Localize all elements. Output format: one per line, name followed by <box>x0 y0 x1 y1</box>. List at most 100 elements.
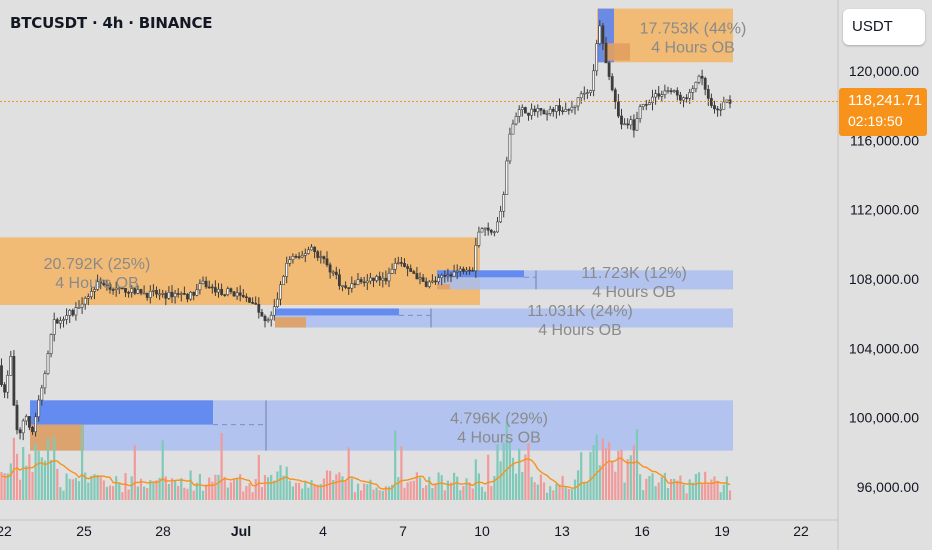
candle-body <box>232 291 236 297</box>
candle-body <box>251 302 255 304</box>
volume-bar <box>267 477 270 500</box>
volume-bar <box>499 461 502 500</box>
y-tick-label: 120,000.00 <box>849 63 919 79</box>
order-block-label: 20.792K (25%) <box>44 256 151 273</box>
candle-body <box>660 94 664 97</box>
volume-bar <box>701 484 704 500</box>
order-block-volume-bar <box>30 400 213 425</box>
candle-body <box>558 105 561 112</box>
candle-body <box>279 284 282 300</box>
candle-body <box>260 312 264 317</box>
volume-bar <box>558 484 561 500</box>
volume-bar <box>87 482 90 500</box>
candle-body <box>183 293 186 295</box>
volume-bar <box>285 466 288 500</box>
volume-bar <box>102 480 105 500</box>
volume-bar <box>208 477 211 500</box>
candle-body <box>505 160 509 195</box>
candle-body <box>654 93 658 98</box>
volume-bar <box>127 489 130 500</box>
x-tick-label: 25 <box>76 523 92 539</box>
candle-body <box>288 259 292 264</box>
candle-body <box>601 25 605 44</box>
candle-body <box>136 289 140 294</box>
volume-bar <box>273 480 276 500</box>
candle-body <box>173 293 177 298</box>
volume-bar <box>598 465 601 500</box>
candle-body <box>647 102 651 105</box>
candle-body <box>127 292 131 294</box>
volume-bar <box>642 490 645 500</box>
volume-bar <box>136 486 139 500</box>
candle-body <box>421 277 425 282</box>
volume-bar <box>707 484 710 500</box>
candle-body <box>424 281 428 287</box>
x-tick-label: Jul <box>231 523 251 539</box>
volume-bar <box>710 479 713 500</box>
candle-body <box>93 289 96 292</box>
volume-bar <box>338 472 341 500</box>
candle-body <box>27 416 31 428</box>
volume-bar <box>676 480 679 500</box>
candle-body <box>669 90 673 92</box>
volume-bar <box>673 478 676 500</box>
candle-body <box>86 296 90 299</box>
candle-body <box>139 289 143 294</box>
candle-body <box>551 108 555 112</box>
candle-body <box>167 291 171 299</box>
volume-bar <box>0 471 3 500</box>
candle-body <box>722 101 726 110</box>
volume-bar <box>34 443 37 500</box>
volume-bar <box>573 479 577 500</box>
candle-body <box>455 270 459 273</box>
volume-bar <box>360 490 363 500</box>
volume-bar <box>496 444 499 500</box>
volume-bar <box>260 487 263 500</box>
volume-bar <box>443 490 446 500</box>
volume-bar <box>46 438 50 500</box>
candle-body <box>325 258 329 266</box>
volume-bar <box>564 487 567 500</box>
candle-body <box>461 268 465 272</box>
volume-bar <box>350 478 353 500</box>
candle-body <box>592 70 596 91</box>
volume-bar <box>570 489 573 500</box>
candle-body <box>226 288 230 296</box>
candle-body <box>719 108 723 111</box>
candle-body <box>635 118 639 131</box>
candle-body <box>0 365 3 385</box>
volume-bar <box>288 480 291 500</box>
candle-body <box>651 96 654 104</box>
volume-bar <box>59 487 62 500</box>
candle-body <box>393 263 397 270</box>
candle-body <box>117 287 121 290</box>
volume-bar <box>236 478 239 500</box>
volume-bar <box>344 480 347 500</box>
candle-body <box>725 99 729 103</box>
volume-bar <box>329 470 332 500</box>
volume-bar <box>279 465 282 500</box>
volume-bar <box>502 442 505 500</box>
candle-body <box>499 210 503 223</box>
candle-body <box>474 245 478 272</box>
volume-bar <box>493 476 496 500</box>
candle-body <box>685 97 689 100</box>
candle-body <box>682 97 685 101</box>
candles <box>0 20 732 441</box>
volume-bar <box>68 478 71 500</box>
order-block-volume-bar <box>604 43 630 61</box>
volume-bar <box>298 482 301 500</box>
symbol-currency-button[interactable]: USDT <box>843 9 925 45</box>
volume-bar <box>53 436 56 500</box>
candle-body <box>297 256 301 258</box>
candle-body <box>570 107 574 111</box>
candle-body <box>437 277 441 283</box>
candle-body <box>31 427 34 433</box>
candle-body <box>399 262 403 264</box>
volume-bar <box>112 486 115 500</box>
volume-bar <box>155 480 158 500</box>
candle-body <box>223 294 227 296</box>
candle-body <box>220 288 224 295</box>
volume-bar <box>322 478 325 500</box>
